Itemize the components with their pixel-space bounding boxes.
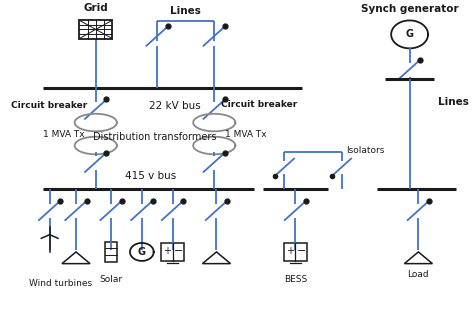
Bar bbox=[161, 243, 184, 261]
Text: 415 v bus: 415 v bus bbox=[125, 171, 176, 181]
Text: 1 MVA Tx: 1 MVA Tx bbox=[225, 130, 267, 139]
Text: +: + bbox=[163, 245, 171, 256]
Text: +: + bbox=[286, 245, 294, 256]
Text: Circuit breaker: Circuit breaker bbox=[11, 101, 87, 110]
Text: −: − bbox=[297, 245, 306, 256]
Text: Load: Load bbox=[408, 270, 429, 279]
Text: G: G bbox=[138, 247, 146, 257]
Text: Isolators: Isolators bbox=[346, 146, 384, 155]
Text: Lines: Lines bbox=[170, 6, 201, 16]
Text: Circuit breaker: Circuit breaker bbox=[221, 100, 297, 109]
Text: Distribution transformers: Distribution transformers bbox=[93, 132, 217, 142]
Text: 1 MVA Tx: 1 MVA Tx bbox=[43, 130, 85, 139]
Text: 22 kV bus: 22 kV bus bbox=[149, 101, 201, 111]
Text: Grid: Grid bbox=[83, 3, 108, 13]
Text: G: G bbox=[406, 29, 414, 39]
Bar bbox=[284, 243, 307, 261]
Bar bbox=[79, 20, 112, 38]
Text: Lines: Lines bbox=[438, 98, 469, 108]
Text: Wind turbines: Wind turbines bbox=[29, 279, 92, 288]
Text: BESS: BESS bbox=[284, 275, 307, 284]
Text: Solar: Solar bbox=[100, 275, 123, 284]
Text: −: − bbox=[173, 245, 183, 256]
Bar bbox=[105, 241, 117, 262]
Text: Synch generator: Synch generator bbox=[361, 4, 458, 14]
